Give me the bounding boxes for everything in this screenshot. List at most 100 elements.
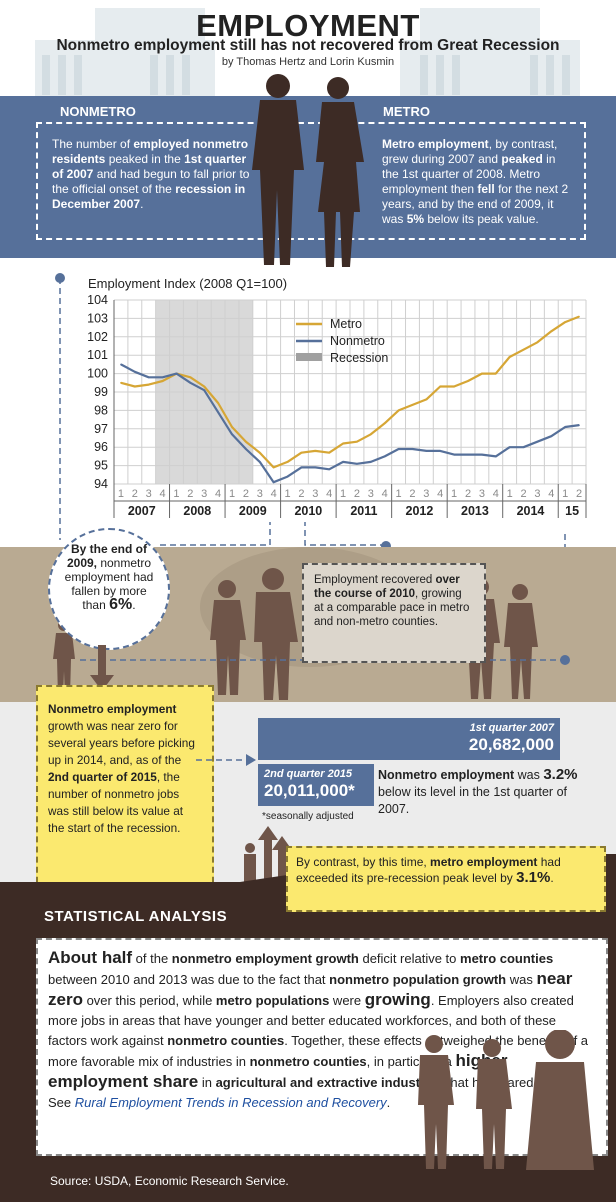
source-note: Source: USDA, Economic Research Service. bbox=[50, 1174, 289, 1188]
data-point-metro bbox=[120, 382, 122, 384]
nonmetro-below-note: Nonmetro employment was 3.2% below its l… bbox=[378, 766, 578, 816]
page-subtitle: Nonmetro employment still has not recove… bbox=[56, 37, 560, 54]
data-point-metro bbox=[161, 380, 164, 382]
data-point-metro bbox=[245, 440, 247, 443]
y-tick-label: 99 bbox=[94, 385, 108, 399]
byline: by Thomas Hertz and Lorin Kusmin bbox=[221, 56, 395, 68]
data-point-nonmetro bbox=[467, 453, 469, 456]
data-point-nonmetro bbox=[383, 455, 386, 458]
data-point-nonmetro bbox=[203, 389, 206, 391]
quarter-tick-label: 2 bbox=[354, 488, 360, 500]
data-point-nonmetro bbox=[550, 435, 553, 437]
nonmetro-growth-note: Nonmetro employment growth was near zero… bbox=[36, 685, 214, 903]
legend-recession-label: Recession bbox=[330, 351, 388, 365]
metro-heading: METRO bbox=[383, 104, 430, 119]
y-tick-label: 102 bbox=[87, 330, 108, 344]
quarter-tick-label: 4 bbox=[548, 488, 554, 500]
quarter-tick-label: 1 bbox=[118, 488, 124, 500]
statistical-text: About half of the nonmetro employment gr… bbox=[36, 938, 608, 1156]
data-point-metro bbox=[217, 402, 219, 404]
data-point-metro bbox=[342, 442, 344, 445]
data-point-nonmetro bbox=[453, 453, 455, 456]
year-tick-label: 2010 bbox=[294, 504, 322, 518]
year-tick-label: 2007 bbox=[128, 504, 156, 518]
data-point-metro bbox=[411, 404, 414, 406]
background-buildings bbox=[35, 8, 580, 96]
data-point-nonmetro bbox=[189, 382, 192, 384]
data-point-nonmetro bbox=[258, 461, 261, 463]
arrow-to-quarters-icon bbox=[196, 754, 256, 766]
y-tick-label: 95 bbox=[94, 459, 108, 473]
quarter-tick-label: 3 bbox=[257, 488, 263, 500]
data-point-nonmetro bbox=[411, 448, 414, 450]
quarter-tick-label: 1 bbox=[229, 488, 235, 500]
metro-exceeded-note: By contrast, by this time, metro employm… bbox=[286, 846, 606, 912]
data-point-nonmetro bbox=[175, 372, 178, 375]
data-point-metro bbox=[508, 356, 511, 358]
data-point-nonmetro bbox=[342, 461, 344, 463]
data-point-nonmetro bbox=[439, 450, 442, 452]
quarter-tick-label: 3 bbox=[479, 488, 485, 500]
data-point-nonmetro bbox=[161, 376, 164, 379]
business-people-silhouette bbox=[418, 1030, 594, 1170]
data-point-metro bbox=[439, 385, 442, 388]
quarter-tick-label: 1 bbox=[507, 488, 513, 500]
legend-nonmetro-label: Nonmetro bbox=[330, 334, 385, 348]
data-point-nonmetro bbox=[508, 446, 511, 449]
q2015-box: 2nd quarter 2015 20,011,000* bbox=[258, 764, 374, 806]
data-point-metro bbox=[467, 380, 469, 382]
data-point-metro bbox=[383, 422, 386, 425]
series-line-nonmetro bbox=[120, 363, 580, 484]
recovery-2010-note: Employment recovered over the course of … bbox=[302, 563, 486, 663]
data-point-metro bbox=[453, 385, 455, 388]
quarter-tick-label: 1 bbox=[562, 488, 568, 500]
nonmetro-heading: NONMETRO bbox=[60, 104, 136, 119]
data-point-metro bbox=[564, 321, 566, 323]
connector-2009 bbox=[160, 522, 271, 546]
y-tick-label: 96 bbox=[94, 440, 108, 454]
quarter-tick-label: 3 bbox=[312, 488, 318, 500]
data-point-nonmetro bbox=[494, 455, 497, 458]
quarter-tick-label: 2 bbox=[243, 488, 249, 500]
report-link[interactable]: Rural Employment Trends in Recession and… bbox=[74, 1095, 387, 1110]
data-point-nonmetro bbox=[231, 433, 233, 436]
quarter-tick-label: 4 bbox=[493, 488, 499, 500]
data-point-nonmetro bbox=[300, 466, 303, 469]
quarter-tick-label: 2 bbox=[187, 488, 193, 500]
data-point-metro bbox=[536, 341, 539, 344]
quarter-tick-label: 4 bbox=[437, 488, 443, 500]
data-point-metro bbox=[286, 461, 289, 463]
data-point-nonmetro bbox=[314, 466, 317, 469]
quarter-tick-label: 4 bbox=[326, 488, 332, 500]
data-point-metro bbox=[300, 451, 303, 454]
data-point-metro bbox=[258, 451, 261, 454]
y-tick-label: 100 bbox=[87, 367, 108, 381]
quarter-tick-label: 4 bbox=[160, 488, 166, 500]
two-people-silhouette bbox=[252, 74, 364, 267]
quarter-tick-label: 1 bbox=[284, 488, 290, 500]
data-point-metro bbox=[481, 372, 483, 375]
data-point-nonmetro bbox=[522, 446, 525, 449]
year-tick-label: 2014 bbox=[517, 504, 545, 518]
chart-legend: Metro Nonmetro Recession bbox=[296, 317, 388, 365]
quarter-tick-label: 3 bbox=[201, 488, 207, 500]
series-line-metro bbox=[120, 315, 580, 469]
quarter-tick-label: 1 bbox=[173, 488, 179, 500]
quarter-tick-label: 2 bbox=[298, 488, 304, 500]
data-point-metro bbox=[328, 451, 330, 454]
data-point-nonmetro bbox=[328, 468, 330, 471]
year-tick-label: 2012 bbox=[406, 504, 434, 518]
quarter-tick-label: 3 bbox=[423, 488, 429, 500]
data-point-nonmetro bbox=[217, 411, 219, 414]
data-point-nonmetro bbox=[272, 481, 275, 483]
data-point-metro bbox=[231, 426, 233, 428]
quarter-tick-label: 4 bbox=[382, 488, 388, 500]
data-point-nonmetro bbox=[120, 363, 122, 366]
quarter-tick-label: 2 bbox=[132, 488, 138, 500]
data-point-nonmetro bbox=[134, 370, 136, 373]
data-point-metro bbox=[189, 376, 192, 379]
data-point-metro bbox=[550, 330, 553, 333]
data-point-metro bbox=[314, 450, 317, 452]
data-point-metro bbox=[134, 385, 136, 388]
q2007-label: 1st quarter 2007 bbox=[469, 722, 554, 734]
